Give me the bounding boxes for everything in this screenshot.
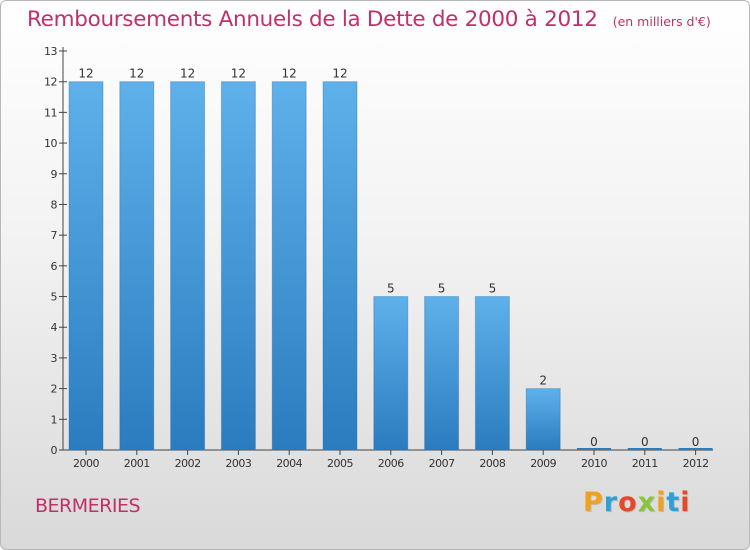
data-label: 12 bbox=[180, 67, 195, 81]
data-label: 12 bbox=[282, 67, 297, 81]
x-tick-label: 2010 bbox=[581, 457, 607, 470]
data-label: 12 bbox=[332, 67, 347, 81]
x-tick-label: 2002 bbox=[175, 457, 201, 470]
y-tick-label: 6 bbox=[51, 260, 58, 273]
logo-letter: x bbox=[637, 487, 657, 518]
x-tick-label: 2003 bbox=[225, 457, 251, 470]
chart-title: Remboursements Annuels de la Dette de 20… bbox=[27, 7, 598, 32]
y-tick-label: 10 bbox=[44, 137, 57, 150]
bar[interactable] bbox=[678, 448, 713, 450]
x-tick-label: 2007 bbox=[429, 457, 455, 470]
x-tick-label: 2000 bbox=[73, 457, 99, 470]
bar-outline bbox=[322, 81, 358, 451]
y-tick-label: 8 bbox=[51, 198, 58, 211]
x-tick-label: 2011 bbox=[632, 457, 658, 470]
logo-letter: i bbox=[656, 487, 667, 518]
x-tick-label: 2006 bbox=[378, 457, 404, 470]
logo-letter: i bbox=[680, 487, 691, 518]
bar[interactable] bbox=[424, 296, 459, 450]
y-tick-label: 11 bbox=[44, 106, 57, 119]
bar[interactable] bbox=[323, 81, 357, 450]
data-label: 5 bbox=[438, 282, 446, 296]
y-tick-label: 13 bbox=[44, 45, 57, 58]
y-tick-label: 0 bbox=[51, 444, 58, 457]
proxiti-logo[interactable]: Proxiti bbox=[583, 487, 691, 518]
bar[interactable] bbox=[475, 296, 510, 450]
data-labels: 12 12 12 12 12 12 5 5 5 2 0 0 0 bbox=[78, 67, 699, 449]
logo-letter: r bbox=[603, 487, 619, 518]
logo-letter: t bbox=[666, 487, 681, 518]
bar-outline bbox=[525, 388, 561, 451]
bar-outline bbox=[474, 296, 510, 451]
data-label: 12 bbox=[78, 67, 93, 81]
data-label: 0 bbox=[641, 435, 649, 449]
bar[interactable] bbox=[119, 81, 154, 450]
x-tick-label: 2008 bbox=[479, 457, 505, 470]
bar-outline bbox=[271, 81, 307, 451]
bar-outline bbox=[373, 296, 409, 451]
y-tick-label: 9 bbox=[51, 168, 58, 181]
data-label: 0 bbox=[692, 435, 700, 449]
x-tick-label: 2005 bbox=[327, 457, 353, 470]
chart-subtitle: (en milliers d'€) bbox=[612, 14, 711, 29]
x-tick-label: 2012 bbox=[683, 457, 709, 470]
bar-outline bbox=[68, 81, 104, 451]
data-label: 12 bbox=[129, 67, 144, 81]
y-tick-label: 5 bbox=[51, 291, 58, 304]
bar-outline bbox=[424, 296, 460, 451]
y-tick-label: 4 bbox=[51, 321, 58, 334]
bar[interactable] bbox=[170, 81, 205, 450]
logo-letter: o bbox=[618, 487, 638, 518]
bar[interactable] bbox=[69, 81, 103, 450]
data-label: 0 bbox=[590, 435, 598, 449]
y-tick-label: 1 bbox=[51, 413, 58, 426]
bar[interactable] bbox=[272, 81, 307, 450]
title-row: Remboursements Annuels de la Dette de 20… bbox=[27, 7, 711, 32]
data-label: 2 bbox=[539, 374, 547, 388]
bar-outline bbox=[170, 81, 206, 451]
x-tick-label: 2004 bbox=[276, 457, 302, 470]
y-tick-label: 3 bbox=[51, 352, 58, 365]
data-label: 5 bbox=[387, 282, 395, 296]
bar[interactable] bbox=[373, 296, 408, 450]
commune-name: BERMERIES bbox=[35, 495, 141, 517]
data-label: 5 bbox=[489, 282, 497, 296]
y-tick-label: 7 bbox=[51, 229, 58, 242]
bar[interactable] bbox=[577, 448, 611, 450]
bars bbox=[68, 81, 713, 451]
y-tick-label: 12 bbox=[44, 76, 57, 89]
x-tick-label: 2001 bbox=[124, 457, 150, 470]
bar[interactable] bbox=[221, 81, 256, 450]
bar-outline bbox=[220, 81, 256, 451]
data-label: 12 bbox=[231, 67, 246, 81]
bar[interactable] bbox=[627, 448, 662, 450]
bar-outline bbox=[119, 81, 155, 451]
logo-letter: P bbox=[583, 487, 604, 518]
x-tick-label: 2009 bbox=[530, 457, 556, 470]
y-tick-label: 2 bbox=[51, 383, 58, 396]
bar[interactable] bbox=[526, 388, 561, 450]
